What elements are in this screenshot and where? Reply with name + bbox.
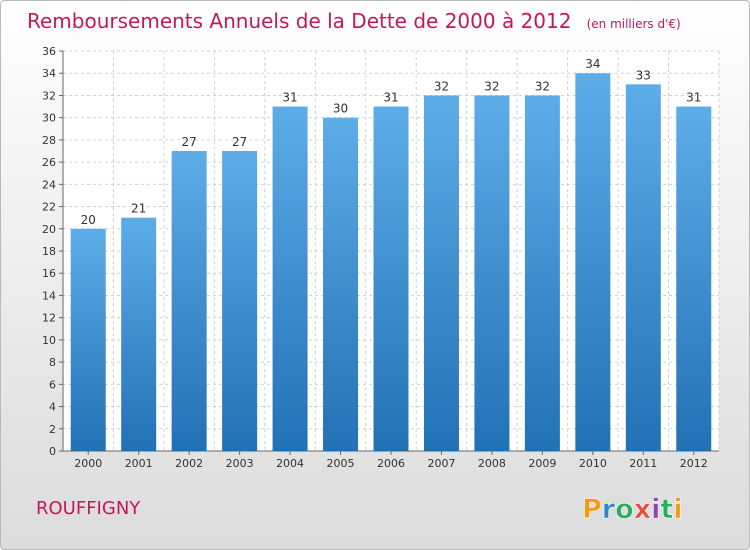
x-tick-label-2003: 2003 [226,457,254,470]
bars: 20 21 27 27 31 30 31 32 32 32 34 33 31 [70,57,712,452]
value-label-2010: 34 [585,57,600,71]
chart-title-unit: (en milliers d'€) [587,17,681,31]
x-tick-label-2011: 2011 [629,457,657,470]
value-label-2005: 30 [333,102,348,116]
bar-2002 [171,151,207,451]
y-tick-label: 20 [42,223,56,236]
x-tick-label-2012: 2012 [680,457,708,470]
chart-title: Remboursements Annuels de la Dette de 20… [27,9,681,33]
y-tick-label: 0 [49,445,56,458]
logo-letter: r [602,494,616,525]
value-label-2009: 32 [535,79,550,93]
bar-2011 [625,84,661,451]
y-tick-label: 4 [49,401,56,414]
bar-2000 [70,228,106,451]
value-label-2011: 33 [636,68,651,82]
y-tick-label: 10 [42,334,56,347]
bar-2008 [474,95,510,451]
y-tick-label: 30 [42,112,56,125]
y-tick-label: 34 [42,67,56,80]
y-tick-label: 22 [42,201,56,214]
logo-letter: i [651,494,660,525]
y-tick-label: 14 [42,289,56,302]
bar-2012 [676,106,712,452]
bar-2004 [272,106,308,452]
x-tick-label-2009: 2009 [528,457,556,470]
x-tick-label-2004: 2004 [276,457,304,470]
y-tick-label: 16 [42,267,56,280]
x-tick-label-2005: 2005 [327,457,355,470]
logo-letter: x [634,494,651,525]
value-label-2006: 31 [383,91,398,105]
bar-2005 [323,117,359,452]
bar-2006 [373,106,409,452]
logo-letter: t [660,494,673,525]
x-tick-label-2006: 2006 [377,457,405,470]
x-tick-label-2010: 2010 [579,457,607,470]
value-label-2004: 31 [282,91,297,105]
x-tick-label-2007: 2007 [427,457,455,470]
x-tick-label-2001: 2001 [125,457,153,470]
chart-title-main: Remboursements Annuels de la Dette de 20… [27,9,571,33]
value-label-2012: 31 [686,91,701,105]
bar-2010 [575,73,611,451]
bar-2003 [222,151,258,451]
bar-2009 [524,95,560,451]
y-tick-label: 26 [42,156,56,169]
value-label-2002: 27 [182,135,197,149]
logo-letter: P [582,494,602,525]
y-tick-label: 12 [42,312,56,325]
value-label-2001: 21 [131,202,146,216]
x-tick-label-2000: 2000 [74,457,102,470]
proxiti-logo: Proxiti [582,494,683,525]
value-label-2007: 32 [434,79,449,93]
y-tick-label: 8 [49,356,56,369]
value-label-2008: 32 [484,79,499,93]
logo-letter: o [615,494,634,525]
bar-2001 [121,217,157,451]
y-tick-label: 36 [42,45,56,58]
bar-2007 [423,95,459,451]
commune-name: ROUFFIGNY [36,498,141,519]
y-tick-label: 18 [42,245,56,258]
x-tick-label-2002: 2002 [175,457,203,470]
logo-letter: i [673,494,682,525]
value-label-2000: 20 [81,213,96,227]
y-tick-label: 28 [42,134,56,147]
x-tick-label-2008: 2008 [478,457,506,470]
y-tick-label: 2 [49,423,56,436]
value-label-2003: 27 [232,135,247,149]
y-tick-label: 32 [42,89,56,102]
y-tick-label: 6 [49,378,56,391]
y-tick-label: 24 [42,178,56,191]
